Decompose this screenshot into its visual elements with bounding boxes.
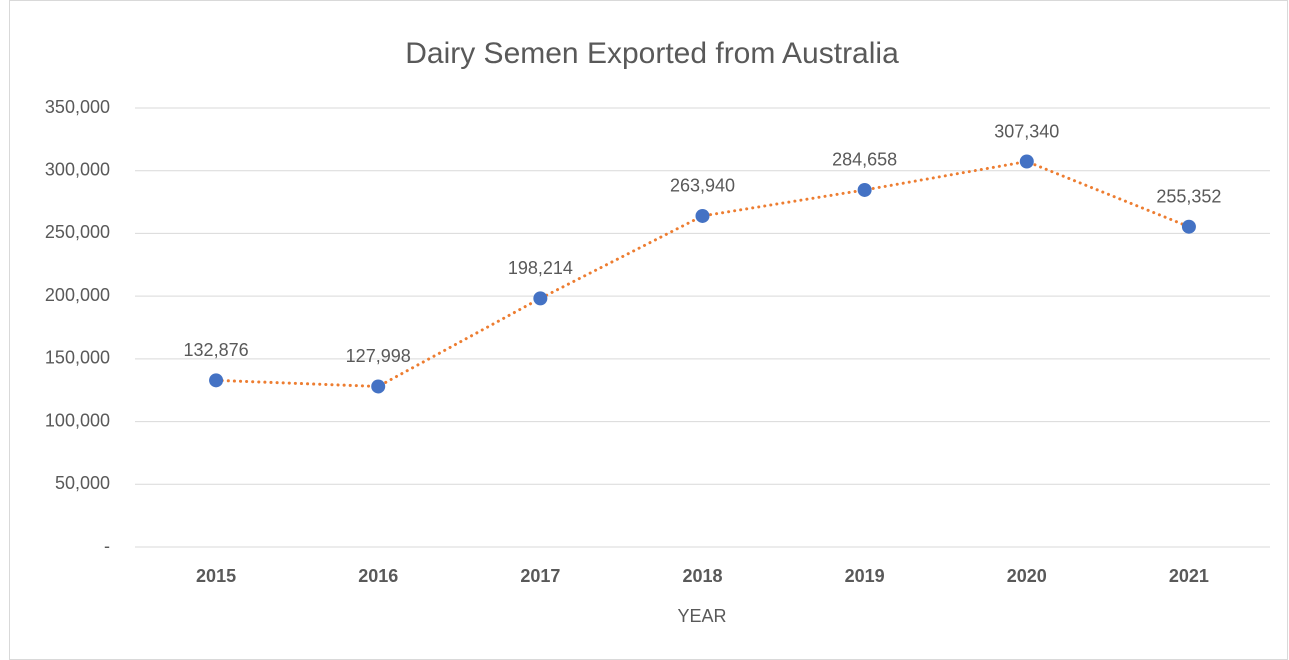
- data-label: 198,214: [508, 258, 573, 278]
- y-tick-label: 250,000: [45, 222, 110, 242]
- y-tick-label: 150,000: [45, 348, 110, 368]
- data-point: [1019, 154, 1034, 169]
- y-tick-label: 100,000: [45, 410, 110, 430]
- data-label: 307,340: [994, 121, 1059, 141]
- x-tick-label: 2021: [1169, 566, 1209, 586]
- data-label: 255,352: [1156, 186, 1221, 206]
- x-tick-label: 2016: [358, 566, 398, 586]
- x-axis-title: YEAR: [677, 606, 726, 626]
- data-label: 284,658: [832, 150, 897, 170]
- data-point: [857, 182, 872, 197]
- data-point: [371, 379, 386, 394]
- chart-border: [9, 0, 1288, 660]
- data-point: [533, 291, 548, 306]
- x-tick-label: 2017: [520, 566, 560, 586]
- data-label: 127,998: [346, 346, 411, 366]
- x-tick-label: 2020: [1007, 566, 1047, 586]
- data-point: [695, 208, 710, 223]
- data-point: [1181, 219, 1196, 234]
- y-tick-label: 300,000: [45, 159, 110, 179]
- y-tick-label: 50,000: [55, 473, 110, 493]
- chart-title: Dairy Semen Exported from Australia: [405, 37, 899, 70]
- x-tick-label: 2015: [196, 566, 236, 586]
- data-point: [209, 373, 224, 388]
- y-tick-label: 200,000: [45, 285, 110, 305]
- data-label: 132,876: [184, 340, 249, 360]
- y-tick-label: -: [104, 536, 110, 556]
- x-tick-label: 2019: [845, 566, 885, 586]
- y-tick-label: 350,000: [45, 97, 110, 117]
- x-tick-label: 2018: [682, 566, 722, 586]
- data-label: 263,940: [670, 176, 735, 196]
